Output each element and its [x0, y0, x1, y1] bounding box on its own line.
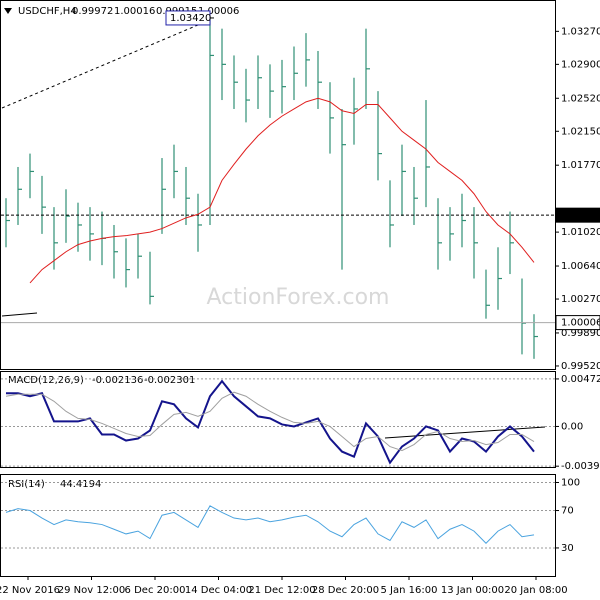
x-tick-label: 20 Jan 08:00	[504, 585, 567, 596]
x-tick-label: 28 Dec 20:00	[312, 585, 379, 596]
level-label: 1.01210	[561, 210, 600, 221]
x-tick-label: 22 Nov 2016	[0, 585, 60, 596]
trend-line	[1, 21, 206, 109]
watermark: ActionForex.com	[207, 285, 390, 310]
y-tick-label: 1.00270	[561, 294, 600, 305]
high-box	[165, 10, 211, 26]
level-box	[555, 315, 600, 331]
rsi-title: RSI(14)	[8, 479, 45, 490]
y-tick-label: 1.01770	[561, 160, 600, 171]
header-value: 1.00016	[114, 6, 155, 17]
header-value: -0.002301	[144, 375, 195, 386]
series-line	[6, 379, 535, 465]
y-tick-label: 30	[561, 543, 574, 554]
series-line	[29, 97, 535, 284]
y-tick-label: 1.02520	[561, 93, 600, 104]
macd-panel	[0, 371, 556, 468]
header-value: 0.99972	[72, 6, 113, 17]
y-tick-label: 70	[561, 506, 574, 517]
macd-title: MACD(12,26,9)	[8, 375, 84, 386]
y-tick-label: 0.99890	[561, 328, 600, 339]
y-tick-label: 1.03270	[561, 26, 600, 37]
y-tick-label: 0.99520	[561, 361, 600, 372]
trend-line	[384, 426, 546, 439]
x-tick-label: 29 Nov 12:00	[58, 585, 125, 596]
level-label: 1.00006	[561, 318, 600, 329]
series-line	[5, 505, 535, 544]
x-tick-label: 21 Dec 12:00	[248, 585, 315, 596]
x-tick-label: 14 Dec 04:00	[185, 585, 252, 596]
x-tick-label: 6 Dec 20:00	[125, 585, 186, 596]
y-tick-label: 100	[561, 477, 580, 488]
level-box	[555, 207, 600, 223]
y-tick-label: 1.02900	[561, 59, 600, 70]
header-value: -0.002136	[92, 375, 143, 386]
y-tick-label: 1.02150	[561, 126, 600, 137]
trend-line	[1, 312, 38, 317]
x-tick-label: 5 Jan 16:00	[381, 585, 438, 596]
y-tick-label: 1.00640	[561, 261, 600, 272]
high-label: 1.03420	[170, 13, 211, 24]
rsi-panel	[0, 474, 556, 577]
symbol: USDCHF,H4	[18, 6, 77, 17]
y-tick-label: 0.004721	[561, 374, 600, 385]
y-tick-label: 0.00	[561, 421, 583, 432]
menu-arrow	[4, 8, 12, 14]
y-tick-label: -0.003949	[561, 461, 600, 472]
y-tick-label: 1.01020	[561, 227, 600, 238]
price-panel	[0, 0, 556, 370]
header-value: 1.00006	[198, 6, 239, 17]
x-tick-label: 13 Jan 00:00	[441, 585, 504, 596]
series-line	[5, 391, 535, 452]
header-value: 44.4194	[60, 479, 101, 490]
